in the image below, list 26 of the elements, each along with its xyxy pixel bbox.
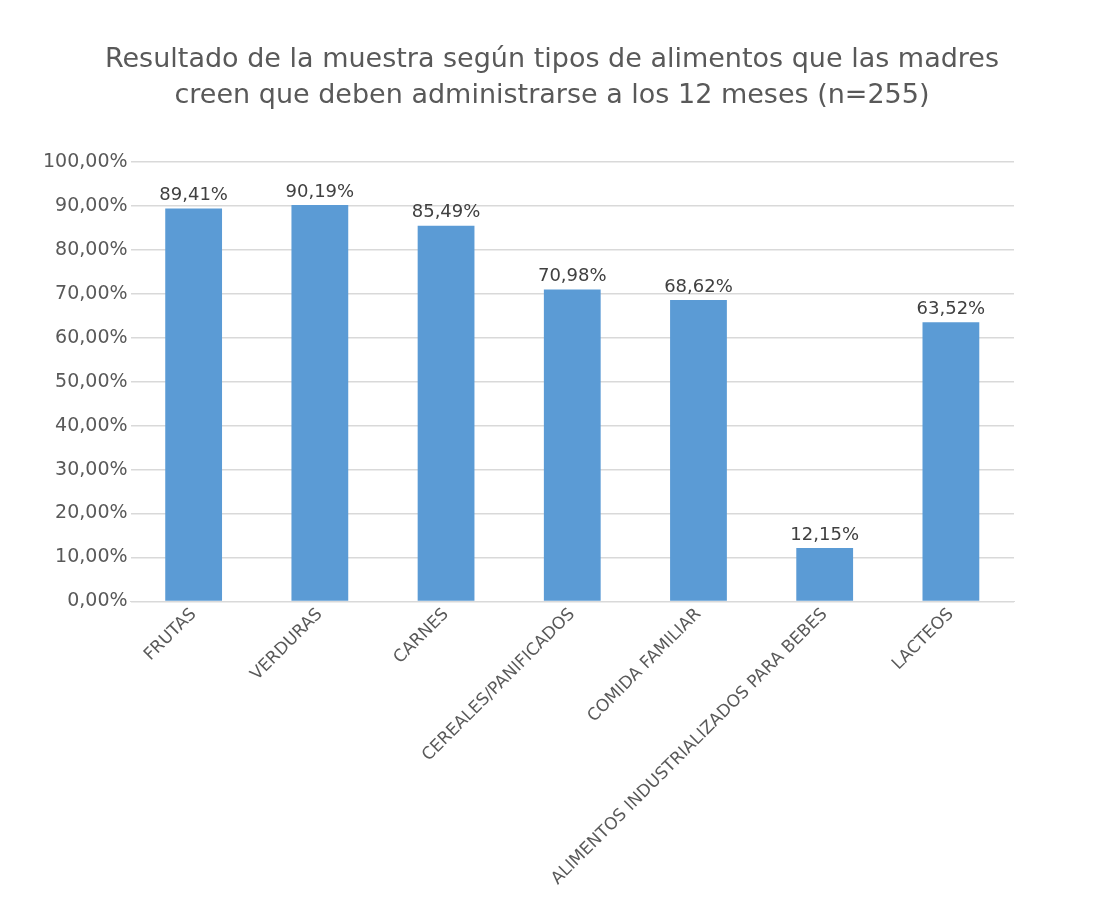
bar [796, 548, 854, 601]
data-label: 85,49% [411, 200, 481, 222]
bar [670, 299, 727, 601]
bar [922, 322, 980, 601]
data-label: 90,19% [285, 179, 355, 201]
data-label: 12,15% [790, 522, 860, 544]
y-tick-label: 40,00% [55, 412, 128, 435]
data-label: 70,98% [537, 264, 607, 286]
y-tick-label: 10,00% [55, 544, 128, 567]
bar [543, 289, 601, 601]
y-tick-label: 60,00% [55, 324, 128, 347]
data-label: 89,41% [159, 183, 228, 205]
y-tick-label: 90,00% [55, 192, 128, 215]
chart-title: Resultado de la muestra según tipos de alimentos que las madres creen que deben administrarse a los 12 meses (n=255) [103, 41, 1001, 111]
y-tick-label: 100,00% [42, 148, 128, 171]
y-tick-label: 20,00% [55, 500, 128, 523]
bar [417, 225, 475, 601]
y-tick-label: 0,00% [67, 588, 128, 611]
bar [165, 208, 223, 601]
data-label: 68,62% [664, 274, 733, 296]
data-label: 63,52% [916, 296, 986, 318]
y-tick-label: 30,00% [55, 456, 128, 479]
y-tick-label: 80,00% [55, 236, 128, 259]
bar [291, 205, 349, 601]
y-tick-label: 50,00% [55, 368, 128, 391]
y-tick-label: 70,00% [55, 280, 128, 303]
